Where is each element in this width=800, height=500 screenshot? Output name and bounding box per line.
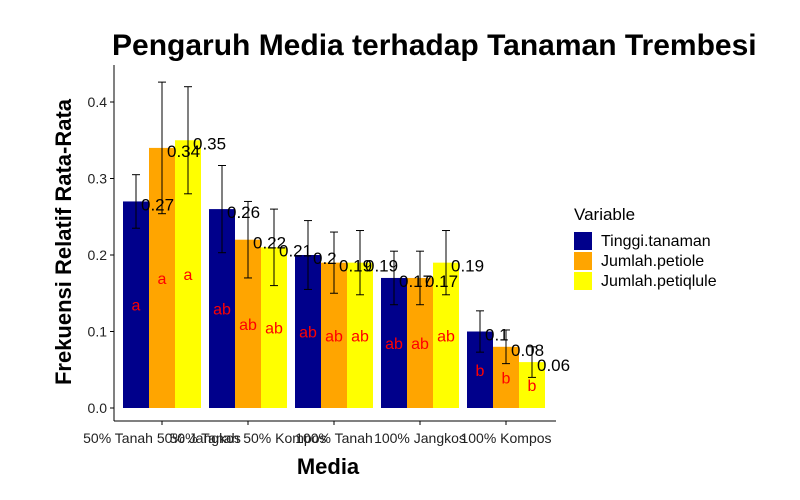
x-tick-label: 100% Kompos — [460, 430, 551, 446]
significance-letter: ab — [437, 328, 455, 345]
significance-letter: a — [184, 267, 193, 284]
legend-swatch — [574, 252, 592, 270]
significance-letter: b — [476, 363, 485, 380]
x-axis-title: Media — [297, 454, 360, 479]
x-tick-label: 50% Tanah 50% Kompos — [170, 430, 327, 446]
value-label: 0.19 — [339, 257, 372, 276]
y-tick-label: 0.4 — [88, 94, 108, 110]
significance-letter: ab — [385, 336, 403, 353]
significance-letter: b — [502, 370, 511, 387]
value-label: 0.26 — [227, 203, 260, 222]
y-axis-ticks: 0.0 0.1 0.2 0.3 0.4 — [88, 94, 114, 416]
significance-letter: ab — [213, 302, 231, 319]
value-label: 0.34 — [167, 142, 200, 161]
significance-letter: a — [132, 298, 141, 315]
legend: Variable Tinggi.tanaman Jumlah.petiole Jum… — [574, 205, 717, 290]
legend-swatch — [574, 232, 592, 250]
x-tick-label: 50% Tanah 50% Jangkos — [83, 430, 241, 446]
value-label: 0.08 — [511, 341, 544, 360]
value-label: 0.06 — [537, 356, 570, 375]
value-label: 0.1 — [485, 326, 509, 345]
value-label: 0.17 — [399, 272, 432, 291]
legend-swatch — [574, 272, 592, 290]
error-bars — [132, 81, 536, 378]
significance-letter: b — [528, 378, 537, 395]
significance-letter: ab — [265, 321, 283, 338]
legend-label: Jumlah.petiole — [601, 253, 704, 270]
x-tick-label: 100% Tanah — [295, 430, 373, 446]
y-tick-label: 0.1 — [88, 324, 108, 340]
legend-title: Variable — [574, 205, 635, 224]
legend-label: Tinggi.tanaman — [601, 233, 711, 250]
y-axis-title: Frekuensi Relatif Rata-Rata — [51, 98, 76, 385]
value-label: 0.27 — [141, 195, 174, 214]
y-tick-label: 0.2 — [88, 247, 108, 263]
value-label: 0.19 — [365, 257, 398, 276]
bar — [123, 201, 149, 408]
legend-label: Jumlah.petiqlule — [601, 273, 717, 290]
value-label: 0.17 — [425, 272, 458, 291]
y-tick-label: 0.3 — [88, 171, 108, 187]
value-label: 0.22 — [253, 234, 286, 253]
significance-letter: ab — [411, 336, 429, 353]
x-tick-label: 100% Jangkos — [374, 430, 466, 446]
value-label: 0.35 — [193, 134, 226, 153]
chart-title: Pengaruh Media terhadap Tanaman Trembesi — [112, 29, 757, 62]
significance-letter: ab — [325, 328, 343, 345]
y-tick-label: 0.0 — [88, 400, 108, 416]
value-label: 0.21 — [279, 241, 312, 260]
significance-letter: ab — [299, 325, 317, 342]
value-labels: 0.270.340.350.260.220.21 0.2 0.190.190.170… — [141, 134, 570, 375]
value-label: 0.2 — [313, 249, 337, 268]
significance-letter: ab — [351, 328, 369, 345]
significance-letter: a — [158, 271, 167, 288]
significance-letter: ab — [239, 317, 257, 334]
value-label: 0.19 — [451, 257, 484, 276]
